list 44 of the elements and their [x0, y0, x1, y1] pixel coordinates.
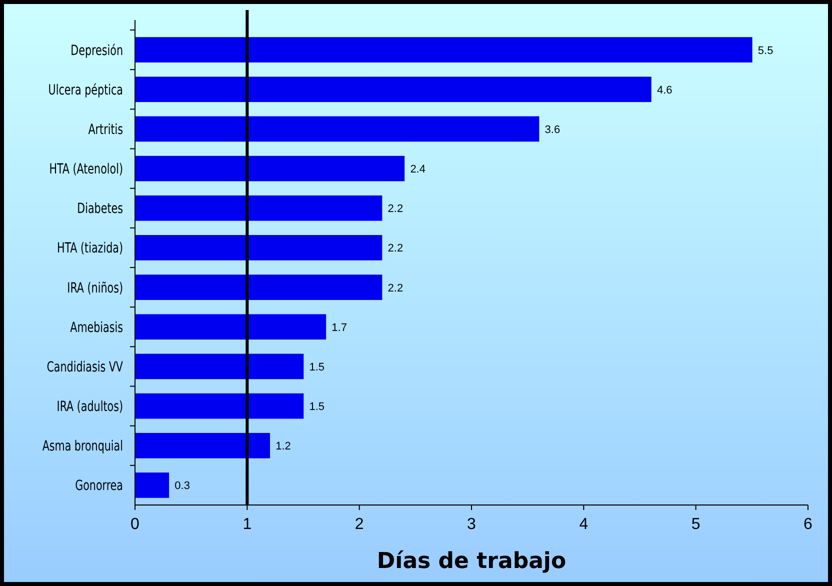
- data-label: 2.2: [388, 282, 404, 294]
- y-tick-label: Diabetes: [77, 201, 123, 218]
- bar: [134, 354, 304, 380]
- bar: [134, 156, 405, 182]
- x-tick-label: 2: [354, 516, 364, 533]
- bar: [134, 235, 382, 260]
- y-tick-label: HTA (Atenolol): [49, 162, 123, 178]
- data-label: 4.6: [656, 84, 672, 96]
- bar: [134, 314, 326, 340]
- y-tick-label: Depresión: [70, 42, 123, 60]
- bar: [134, 76, 652, 102]
- data-label: 1.5: [309, 361, 325, 374]
- y-tick-label: Gonorrea: [75, 478, 123, 495]
- x-tick-label: 1: [242, 516, 252, 533]
- y-tick-label: Amebiasis: [70, 320, 123, 336]
- y-tick-label: Asma bronquial: [42, 438, 123, 455]
- bar: [134, 37, 752, 62]
- y-tick-label: IRA (adultos): [56, 399, 123, 416]
- bar: [134, 472, 170, 498]
- data-label: 1.7: [332, 322, 347, 334]
- bar: [134, 432, 270, 458]
- data-label: 1.2: [276, 440, 291, 453]
- y-tick-label: Candidiasis VV: [46, 359, 124, 376]
- bar: [134, 393, 304, 419]
- y-tick-label: HTA (tiazida): [57, 240, 123, 258]
- bar: [134, 274, 382, 300]
- y-tick-label: IRA (niños): [67, 280, 123, 297]
- x-tick-label: 0: [130, 516, 140, 533]
- data-label: 5.5: [758, 44, 774, 57]
- data-label: 0.3: [174, 480, 190, 492]
- x-tick-label: 4: [579, 516, 588, 533]
- x-axis-title: Días de trabajo: [376, 549, 566, 574]
- bar: [134, 116, 540, 142]
- bar: [134, 195, 382, 221]
- x-tick-label: 6: [804, 516, 813, 533]
- data-label: 1.5: [309, 401, 325, 414]
- data-label: 2.2: [388, 242, 404, 255]
- data-label: 3.6: [544, 124, 560, 136]
- data-label: 2.2: [388, 203, 404, 216]
- y-tick-label: Artritis: [88, 122, 123, 138]
- x-tick-label: 3: [467, 516, 476, 533]
- y-tick-label: Ulcera péptica: [48, 82, 123, 99]
- data-label: 2.4: [410, 164, 426, 176]
- x-tick-label: 5: [691, 516, 700, 533]
